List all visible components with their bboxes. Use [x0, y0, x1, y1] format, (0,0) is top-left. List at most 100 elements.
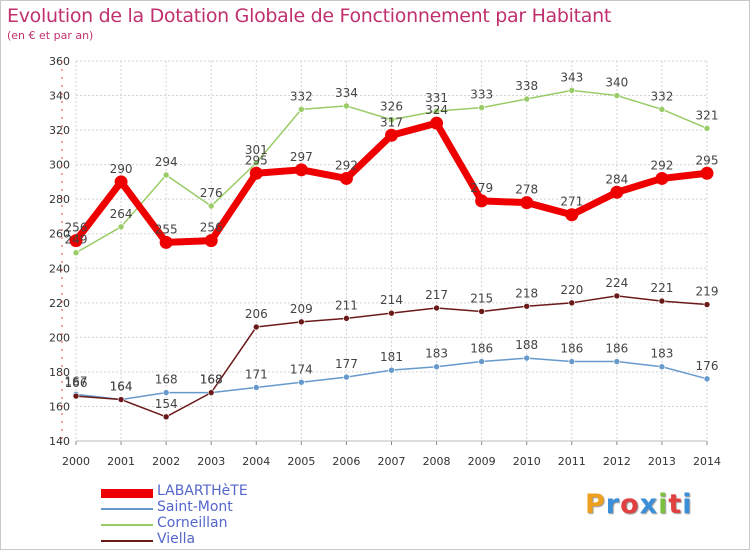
data-point-viella — [658, 297, 666, 305]
data-label-viella: 209 — [290, 302, 313, 316]
y-tick-label: 340 — [49, 90, 70, 103]
data-point-viella — [72, 392, 80, 400]
y-tick-label: 220 — [49, 297, 70, 310]
y-tick-label: 280 — [49, 193, 70, 206]
data-label-labarth-te: 255 — [155, 222, 178, 236]
data-label-corneillan: 276 — [200, 186, 223, 200]
data-point-labarth-te — [159, 235, 173, 249]
data-label-labarth-te: 278 — [515, 183, 538, 197]
data-label-labarth-te: 295 — [696, 153, 719, 167]
data-label-saint-mont: 171 — [245, 367, 268, 381]
data-label-corneillan: 294 — [155, 155, 178, 169]
data-label-viella: 164 — [110, 380, 133, 394]
data-label-corneillan: 321 — [696, 108, 719, 122]
data-point-corneillan — [433, 107, 440, 115]
data-label-saint-mont: 188 — [515, 338, 538, 352]
data-label-viella: 220 — [560, 283, 583, 297]
data-point-corneillan — [298, 106, 305, 113]
y-tick-label: 160 — [49, 400, 70, 413]
data-point-corneillan — [703, 125, 711, 132]
data-label-labarth-te: 297 — [290, 150, 313, 164]
data-point-viella — [568, 299, 576, 307]
data-point-viella — [703, 301, 711, 308]
data-point-viella — [252, 323, 260, 331]
data-label-labarth-te: 324 — [425, 103, 448, 117]
data-label-viella: 166 — [65, 376, 88, 390]
x-tick-label: 2002 — [152, 455, 180, 468]
data-point-labarth-te — [385, 128, 398, 142]
data-point-labarth-te — [655, 171, 669, 185]
data-label-viella: 215 — [470, 291, 493, 305]
legend-swatch — [101, 488, 153, 498]
data-label-saint-mont: 183 — [650, 347, 673, 361]
legend-swatch — [101, 540, 153, 542]
data-label-saint-mont: 186 — [605, 342, 628, 356]
data-point-saint-mont — [523, 354, 531, 362]
data-label-corneillan: 334 — [335, 86, 358, 100]
data-label-viella: 217 — [425, 288, 448, 302]
data-label-viella: 168 — [200, 373, 223, 387]
data-label-labarth-te: 292 — [650, 158, 673, 172]
data-point-corneillan — [72, 249, 80, 257]
data-point-labarth-te — [114, 175, 128, 189]
data-label-saint-mont: 186 — [470, 342, 493, 356]
data-point-corneillan — [117, 223, 125, 231]
data-label-viella: 214 — [380, 293, 403, 307]
data-point-saint-mont — [658, 363, 666, 371]
data-point-corneillan — [388, 116, 395, 124]
data-label-saint-mont: 186 — [560, 342, 583, 356]
data-point-labarth-te — [520, 196, 534, 210]
data-label-saint-mont: 181 — [380, 350, 403, 364]
chart-axes: 140 160 180 200 220 240 260 280 300 320 340 360 2000… — [49, 55, 721, 468]
data-point-viella — [433, 304, 440, 312]
x-tick-label: 2000 — [62, 455, 90, 468]
series-lines — [69, 87, 714, 421]
data-point-labarth-te — [249, 166, 263, 180]
x-tick-label: 2010 — [513, 455, 541, 468]
data-label-viella: 206 — [245, 307, 268, 321]
x-tick-label: 2014 — [693, 455, 721, 468]
data-label-corneillan: 331 — [425, 91, 448, 105]
y-tick-label: 200 — [49, 331, 70, 344]
data-point-viella — [207, 389, 215, 396]
data-label-saint-mont: 167 — [65, 374, 88, 388]
data-label-saint-mont: 164 — [110, 380, 133, 394]
data-point-corneillan — [568, 87, 576, 94]
data-point-viella — [117, 396, 125, 403]
data-label-labarth-te: 256 — [65, 221, 88, 235]
data-label-viella: 211 — [335, 298, 358, 312]
data-point-corneillan — [658, 106, 666, 113]
legend-swatch — [101, 524, 153, 526]
data-label-saint-mont: 174 — [290, 362, 313, 376]
data-label-corneillan: 333 — [470, 88, 493, 102]
data-point-saint-mont — [388, 366, 395, 374]
data-point-corneillan — [478, 104, 485, 111]
legend-label: LABARTHèTE — [157, 483, 248, 499]
data-label-labarth-te: 292 — [335, 158, 358, 172]
data-label-viella: 218 — [515, 286, 538, 300]
data-point-labarth-te — [430, 116, 444, 130]
proxiti-logo: Proxiti — [585, 489, 693, 520]
x-tick-label: 2006 — [332, 455, 360, 468]
data-label-viella: 224 — [605, 276, 628, 290]
data-point-viella — [388, 309, 395, 317]
data-point-saint-mont — [613, 358, 621, 365]
x-tick-label: 2001 — [107, 455, 135, 468]
data-label-viella: 219 — [696, 285, 719, 299]
legend-label: Saint-Mont — [157, 499, 233, 515]
y-tick-label: 240 — [49, 262, 70, 275]
y-tick-label: 260 — [49, 228, 70, 241]
y-tick-label: 180 — [49, 366, 70, 379]
data-point-saint-mont — [298, 378, 305, 386]
data-point-labarth-te — [610, 185, 624, 199]
data-point-viella — [343, 315, 350, 322]
data-label-corneillan: 340 — [605, 76, 628, 90]
data-label-saint-mont: 168 — [200, 373, 223, 387]
x-tick-label: 2011 — [558, 455, 586, 468]
data-point-viella — [478, 308, 485, 315]
data-point-labarth-te — [700, 166, 714, 180]
data-point-labarth-te — [339, 171, 353, 185]
data-point-viella — [613, 292, 621, 300]
data-label-saint-mont: 168 — [155, 373, 178, 387]
data-point-saint-mont — [433, 363, 440, 371]
